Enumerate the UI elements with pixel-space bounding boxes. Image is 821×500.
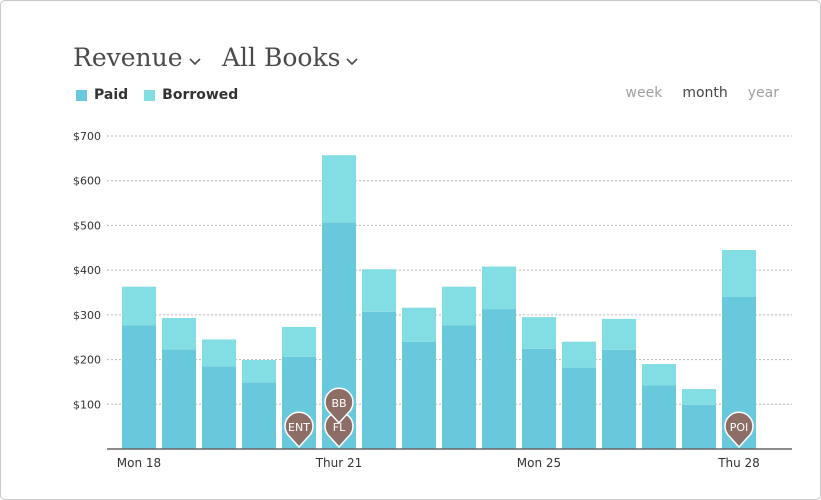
bar-paid[interactable]	[242, 382, 276, 449]
bar-borrowed[interactable]	[402, 307, 436, 342]
bar-paid[interactable]	[562, 367, 596, 449]
metric-selector-label: Revenue	[73, 43, 183, 72]
bar-paid[interactable]	[122, 325, 156, 449]
metric-selector[interactable]: Revenue	[73, 43, 201, 72]
y-tick-label: $700	[73, 130, 101, 143]
scope-selector[interactable]: All Books	[222, 43, 359, 72]
legend-swatch-borrowed	[144, 89, 156, 101]
bar-borrowed[interactable]	[642, 364, 676, 386]
legend-item-borrowed: Borrowed	[144, 87, 238, 103]
bar-borrowed[interactable]	[162, 317, 196, 350]
bar-borrowed[interactable]	[522, 317, 556, 349]
marker-label: FL	[333, 421, 346, 434]
bar-borrowed[interactable]	[362, 269, 396, 312]
bar-borrowed[interactable]	[602, 318, 636, 350]
legend-item-paid: Paid	[76, 87, 128, 103]
bar-borrowed[interactable]	[322, 155, 356, 223]
y-tick-label: $300	[73, 309, 101, 322]
marker-pin[interactable]: POI	[724, 411, 754, 449]
bar-paid[interactable]	[602, 349, 636, 449]
bar-borrowed[interactable]	[482, 266, 516, 310]
marker-label: ENT	[288, 421, 310, 434]
x-tick-label: Thur 21	[315, 456, 363, 470]
y-tick-label: $500	[73, 219, 101, 232]
bar-paid[interactable]	[682, 404, 716, 449]
marker-pin[interactable]: ENT	[284, 411, 314, 449]
period-year[interactable]: year	[747, 85, 779, 101]
chevron-down-icon	[188, 43, 201, 72]
marker-pin-shape	[324, 387, 354, 425]
legend-label-paid: Paid	[94, 87, 129, 103]
bar-borrowed[interactable]	[722, 250, 756, 297]
period-week[interactable]: week	[625, 85, 663, 101]
marker-pin-shape	[724, 411, 754, 449]
bar-borrowed[interactable]	[682, 389, 716, 405]
marker-label: BB	[331, 397, 346, 410]
period-toggle: week month year	[606, 85, 779, 101]
y-tick-label: $100	[73, 398, 101, 411]
x-tick-label: Thu 28	[717, 456, 760, 470]
legend-label-borrowed: Borrowed	[162, 87, 239, 103]
y-tick-label: $400	[73, 264, 101, 277]
bar-paid[interactable]	[482, 309, 516, 449]
bar-borrowed[interactable]	[282, 326, 316, 357]
bar-paid[interactable]	[522, 348, 556, 449]
bar-paid[interactable]	[402, 341, 436, 449]
legend-swatch-paid	[76, 89, 87, 101]
x-tick-label: Mon 18	[117, 456, 161, 470]
marker-pin-shape	[284, 411, 314, 449]
y-tick-label: $200	[73, 354, 101, 367]
bar-borrowed[interactable]	[562, 341, 596, 368]
bar-paid[interactable]	[202, 366, 236, 449]
bar-borrowed[interactable]	[122, 286, 156, 326]
chevron-down-icon	[346, 43, 359, 72]
bar-borrowed[interactable]	[202, 339, 236, 367]
bar-borrowed[interactable]	[442, 286, 476, 326]
bar-borrowed[interactable]	[242, 360, 276, 383]
y-tick-label: $600	[73, 175, 101, 188]
x-tick-label: Mon 25	[517, 456, 561, 470]
bar-paid[interactable]	[362, 311, 396, 449]
bar-paid[interactable]	[442, 325, 476, 449]
period-month[interactable]: month	[682, 85, 728, 101]
bar-paid[interactable]	[162, 349, 196, 449]
scope-selector-label: All Books	[222, 43, 341, 72]
bar-paid[interactable]	[642, 385, 676, 449]
legend: Paid Borrowed	[76, 87, 254, 103]
marker-pin[interactable]: BB	[324, 387, 354, 425]
marker-label: POI	[730, 421, 749, 434]
